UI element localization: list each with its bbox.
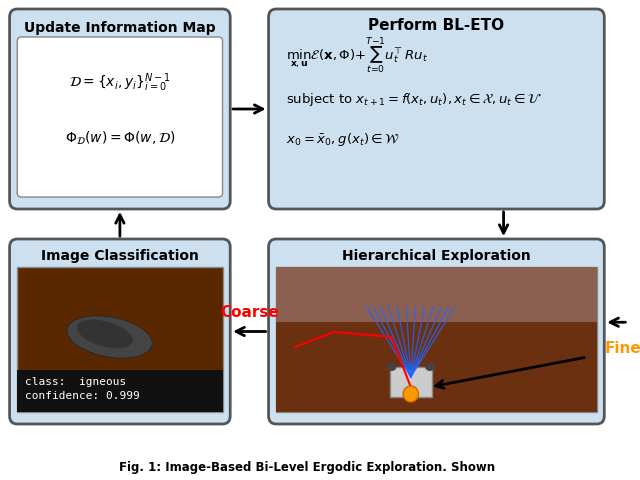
Circle shape [403, 386, 419, 402]
Text: Coarse: Coarse [220, 304, 279, 319]
Text: $\mathcal{D} = \{x_i, y_i\}_{i=0}^{N-1}$: $\mathcal{D} = \{x_i, y_i\}_{i=0}^{N-1}$ [69, 72, 171, 94]
FancyBboxPatch shape [269, 240, 604, 424]
Ellipse shape [425, 363, 435, 371]
Text: Fine: Fine [605, 340, 640, 355]
Text: Update Information Map: Update Information Map [24, 21, 216, 35]
Text: Hierarchical Exploration: Hierarchical Exploration [342, 249, 531, 263]
Text: $\min_{\mathbf{x},\mathbf{u}} \mathcal{E}(\mathbf{x},\Phi) + \sum_{t=0}^{T-1} u_: $\min_{\mathbf{x},\mathbf{u}} \mathcal{E… [286, 35, 428, 75]
FancyBboxPatch shape [10, 240, 230, 424]
FancyBboxPatch shape [269, 10, 604, 210]
Ellipse shape [387, 363, 396, 371]
FancyBboxPatch shape [10, 10, 230, 210]
Bar [390, 367, 432, 397]
Bar [276, 323, 596, 412]
Text: $x_0 = \bar{x}_0, g(x_t) \in \mathcal{W}$: $x_0 = \bar{x}_0, g(x_t) \in \mathcal{W}… [286, 131, 400, 148]
Ellipse shape [77, 320, 133, 348]
Bar [276, 267, 596, 412]
Text: Image Classification: Image Classification [41, 249, 199, 263]
Ellipse shape [67, 316, 152, 359]
Text: $\Phi_{\mathcal{D}}(w) = \Phi(w, \mathcal{D})$: $\Phi_{\mathcal{D}}(w) = \Phi(w, \mathca… [65, 129, 175, 146]
Text: Perform BL-ETO: Perform BL-ETO [369, 18, 504, 34]
Text: subject to $x_{t+1} = f(x_t, u_t), x_t \in \mathcal{X}, u_t \in \mathcal{U}$: subject to $x_{t+1} = f(x_t, u_t), x_t \… [286, 91, 542, 108]
FancyBboxPatch shape [17, 38, 223, 198]
Bar [276, 267, 596, 323]
Bar [17, 267, 223, 412]
Text: Fig. 1: Image-Based Bi-Level Ergodic Exploration. Shown: Fig. 1: Image-Based Bi-Level Ergodic Exp… [119, 460, 495, 473]
Bar [17, 370, 223, 412]
Text: class:  igneous
confidence: 0.999: class: igneous confidence: 0.999 [25, 376, 140, 401]
Ellipse shape [406, 363, 415, 371]
